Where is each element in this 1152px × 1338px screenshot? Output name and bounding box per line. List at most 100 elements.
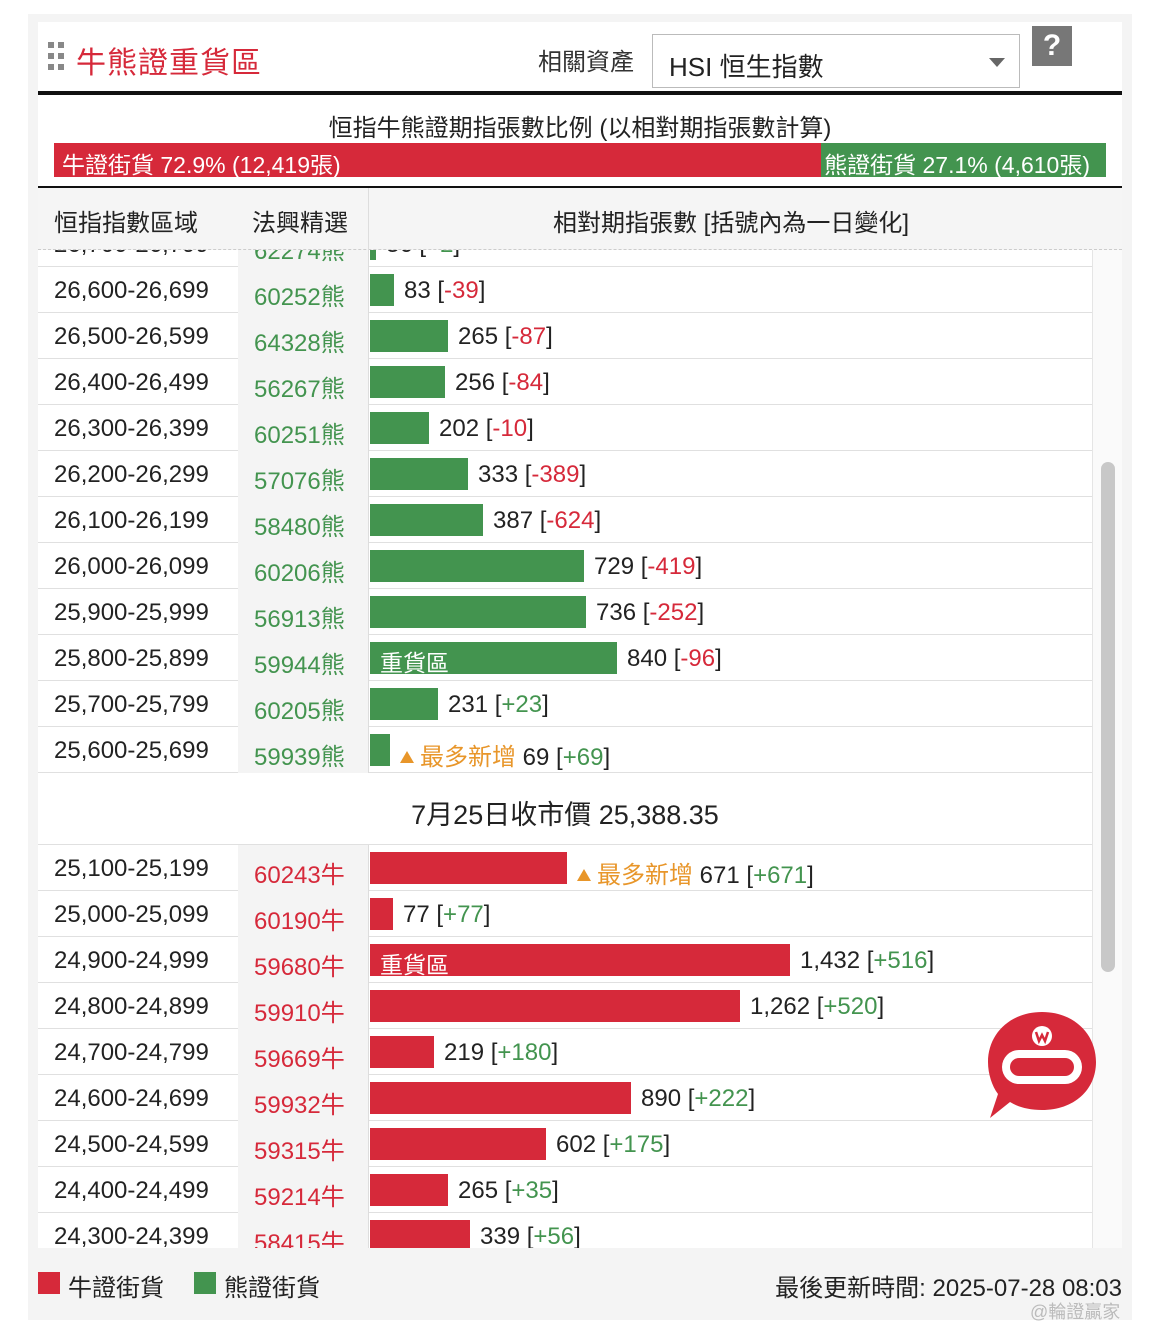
code-cell[interactable]: 58480熊	[238, 497, 368, 543]
table-row[interactable]: 24,700-24,799 59669牛 219 [+180]	[38, 1029, 1092, 1075]
page-title: 牛熊證重貨區	[76, 47, 262, 80]
table-row[interactable]: 24,900-24,999 59680牛 重貨區 1,432 [+516]	[38, 937, 1092, 983]
code-cell[interactable]: 62274熊	[238, 250, 368, 267]
code-cell[interactable]: 59944熊	[238, 635, 368, 681]
widget-header: 牛熊證重貨區 相關資產 HSI 恒生指數 ?	[38, 22, 1122, 92]
help-icon[interactable]: ?	[1032, 26, 1072, 66]
ratio-bull-fill	[54, 143, 821, 177]
code-cell[interactable]: 60206熊	[238, 543, 368, 589]
table-row[interactable]: 24,500-24,599 59315牛 602 [+175]	[38, 1121, 1092, 1167]
code-cell[interactable]: 59214牛	[238, 1167, 368, 1213]
table-row[interactable]: 25,100-25,199 60243牛 最多新增 671 [+671]	[38, 845, 1092, 891]
asset-select[interactable]: HSI 恒生指數	[652, 34, 1020, 88]
code-cell[interactable]: 57076熊	[238, 451, 368, 497]
table-row[interactable]: 25,900-25,999 56913熊 736 [-252]	[38, 589, 1092, 635]
qty-info: 265 [+35]	[458, 1177, 559, 1204]
table-row[interactable]: 25,700-25,799 60205熊 231 [+23]	[38, 681, 1092, 727]
cell-separator	[368, 635, 369, 681]
table-row[interactable]: 25,000-25,099 60190牛 77 [+77]	[38, 891, 1092, 937]
table-row[interactable]: 26,300-26,399 60251熊 202 [-10]	[38, 405, 1092, 451]
table-row[interactable]: 24,600-24,699 59932牛 890 [+222]	[38, 1075, 1092, 1121]
range-cell: 25,700-25,799	[54, 691, 209, 718]
qty-bar	[370, 688, 438, 720]
table-row[interactable]: 24,300-24,399 58415牛 339 [+56]	[38, 1213, 1092, 1248]
warrant-code[interactable]: 59910牛	[254, 1000, 345, 1027]
table-row[interactable]: 26,100-26,199 58480熊 387 [-624]	[38, 497, 1092, 543]
warrant-code[interactable]: 59669牛	[254, 1046, 345, 1073]
code-cell[interactable]: 59910牛	[238, 983, 368, 1029]
warrant-code[interactable]: 59939熊	[254, 744, 345, 771]
code-cell[interactable]: 56267熊	[238, 359, 368, 405]
table-rows: 26,700-26,799 62274熊 36 [+2] 26,600-26,699 6…	[38, 250, 1092, 1248]
warrant-code[interactable]: 59214牛	[254, 1184, 345, 1211]
warrant-code[interactable]: 60206熊	[254, 560, 345, 587]
table-row[interactable]: 25,800-25,899 59944熊 重貨區 840 [-96]	[38, 635, 1092, 681]
warrant-code[interactable]: 57076熊	[254, 468, 345, 495]
qty-value: 83	[404, 277, 431, 304]
warrant-code[interactable]: 59944熊	[254, 652, 345, 679]
chat-bubble-icon[interactable]	[984, 1006, 1100, 1122]
qty-value: 202	[439, 415, 480, 442]
code-cell[interactable]: 56913熊	[238, 589, 368, 635]
warrant-code[interactable]: 60205熊	[254, 698, 345, 725]
scrollbar-thumb[interactable]	[1101, 462, 1115, 972]
warrant-code[interactable]: 60251熊	[254, 422, 345, 449]
warrant-code[interactable]: 59680牛	[254, 954, 345, 981]
table-row[interactable]: 26,000-26,099 60206熊 729 [-419]	[38, 543, 1092, 589]
warrant-code[interactable]: 56267熊	[254, 376, 345, 403]
warrant-code[interactable]: 62274熊	[254, 250, 345, 265]
warrant-code[interactable]: 58480熊	[254, 514, 345, 541]
warrant-code[interactable]: 60190牛	[254, 908, 345, 935]
code-cell[interactable]: 58415牛	[238, 1213, 368, 1248]
code-cell[interactable]: 60205熊	[238, 681, 368, 727]
warrant-code[interactable]: 64328熊	[254, 330, 345, 357]
warrant-code[interactable]: 60243牛	[254, 862, 345, 889]
table-row[interactable]: 26,400-26,499 56267熊 256 [-84]	[38, 359, 1092, 405]
code-cell[interactable]: 59932牛	[238, 1075, 368, 1121]
qty-info: 1,262 [+520]	[750, 993, 885, 1020]
warrant-code[interactable]: 56913熊	[254, 606, 345, 633]
table-row[interactable]: 24,400-24,499 59214牛 265 [+35]	[38, 1167, 1092, 1213]
table-row[interactable]: 26,200-26,299 57076熊 333 [-389]	[38, 451, 1092, 497]
qty-bar	[370, 550, 584, 582]
code-cell[interactable]: 60251熊	[238, 405, 368, 451]
code-cell[interactable]: 60243牛	[238, 845, 368, 891]
qty-value: 256	[455, 369, 496, 396]
qty-info: 77 [+77]	[403, 901, 491, 928]
qty-bar	[370, 898, 393, 930]
warrant-code[interactable]: 59315牛	[254, 1138, 345, 1165]
code-cell[interactable]: 59669牛	[238, 1029, 368, 1075]
cell-separator	[368, 267, 369, 313]
code-cell[interactable]: 59680牛	[238, 937, 368, 983]
qty-change: +23	[501, 691, 543, 718]
table-row[interactable]: 25,600-25,699 59939熊 最多新增 69 [+69]	[38, 727, 1092, 773]
code-cell[interactable]: 59939熊	[238, 727, 368, 773]
qty-info: 202 [-10]	[439, 415, 534, 442]
table-body[interactable]: 26,700-26,799 62274熊 36 [+2] 26,600-26,699 6…	[38, 250, 1122, 1248]
table-row[interactable]: 26,500-26,599 64328熊 265 [-87]	[38, 313, 1092, 359]
table-row[interactable]: 26,600-26,699 60252熊 83 [-39]	[38, 267, 1092, 313]
code-cell[interactable]: 60252熊	[238, 267, 368, 313]
legend-bull-swatch	[38, 1272, 60, 1294]
ratio-divider	[38, 186, 1122, 188]
cell-separator	[368, 1213, 369, 1248]
qty-value: 671	[699, 862, 740, 889]
scrollbar[interactable]	[1092, 250, 1122, 1248]
warrant-code[interactable]: 60252熊	[254, 284, 345, 311]
qty-bar	[370, 250, 376, 260]
code-cell[interactable]: 60190牛	[238, 891, 368, 937]
qty-change: -419	[647, 553, 696, 580]
table-row[interactable]: 26,700-26,799 62274熊 36 [+2]	[38, 250, 1092, 267]
warrant-code[interactable]: 59932牛	[254, 1092, 345, 1119]
qty-info: 840 [-96]	[627, 645, 722, 672]
legend-bull-label: 牛證街貨	[68, 1275, 164, 1302]
grip-icon[interactable]	[48, 42, 66, 72]
qty-value: 387	[493, 507, 534, 534]
code-cell[interactable]: 59315牛	[238, 1121, 368, 1167]
table-row[interactable]: 24,800-24,899 59910牛 1,262 [+520]	[38, 983, 1092, 1029]
qty-info: 387 [-624]	[493, 507, 602, 534]
warrant-code[interactable]: 58415牛	[254, 1230, 345, 1248]
code-cell[interactable]: 64328熊	[238, 313, 368, 359]
qty-change: -252	[649, 599, 698, 626]
qty-value: 729	[594, 553, 635, 580]
